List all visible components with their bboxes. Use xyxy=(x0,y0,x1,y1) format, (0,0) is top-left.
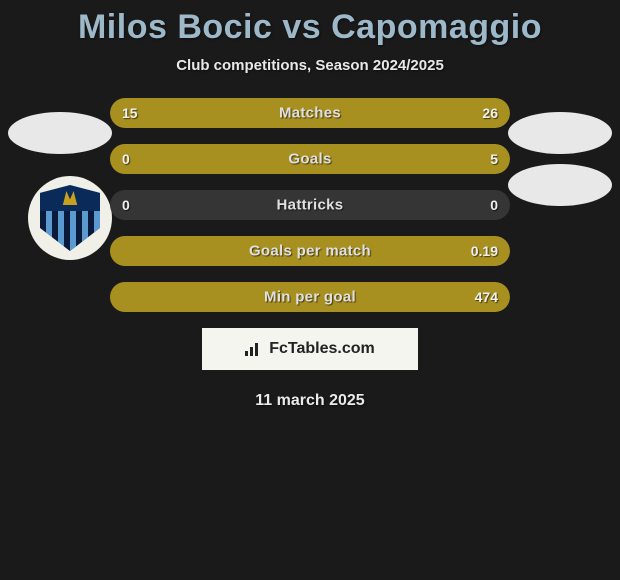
stat-row: Min per goal474 xyxy=(110,282,510,312)
page-subtitle: Club competitions, Season 2024/2025 xyxy=(0,57,620,74)
shield-icon xyxy=(40,185,100,251)
stat-row: Matches15 26 xyxy=(110,98,510,128)
stat-value-right: 474 xyxy=(475,289,498,305)
stat-label: Goals xyxy=(110,151,510,168)
page-title: Milos Bocic vs Capomaggio xyxy=(0,0,620,47)
player-avatar-right xyxy=(508,112,612,154)
stat-row: Hattricks0 0 xyxy=(110,190,510,220)
bar-chart-icon xyxy=(245,342,263,356)
stat-row: Goals per match0.19 xyxy=(110,236,510,266)
club-logo-right xyxy=(508,164,612,206)
watermark: FcTables.com xyxy=(202,328,418,370)
date-label: 11 march 2025 xyxy=(0,392,620,410)
player-avatar-left xyxy=(8,112,112,154)
watermark-text: FcTables.com xyxy=(269,340,375,358)
stat-value-right: 0.19 xyxy=(471,243,498,259)
stat-value-left: 0 xyxy=(122,151,130,167)
stat-label: Goals per match xyxy=(110,243,510,260)
stat-row: Goals0 5 xyxy=(110,144,510,174)
stats-bars: Matches1526Goals05Hattricks00Goals per m… xyxy=(110,98,510,312)
stat-value-right: 26 xyxy=(482,105,498,121)
club-logo-left xyxy=(28,176,112,260)
stat-label: Min per goal xyxy=(110,289,510,306)
stat-value-right: 0 xyxy=(490,197,498,213)
stat-value-left: 15 xyxy=(122,105,138,121)
stat-label: Hattricks xyxy=(110,197,510,214)
stat-label: Matches xyxy=(110,105,510,122)
stat-value-left: 0 xyxy=(122,197,130,213)
stat-value-right: 5 xyxy=(490,151,498,167)
